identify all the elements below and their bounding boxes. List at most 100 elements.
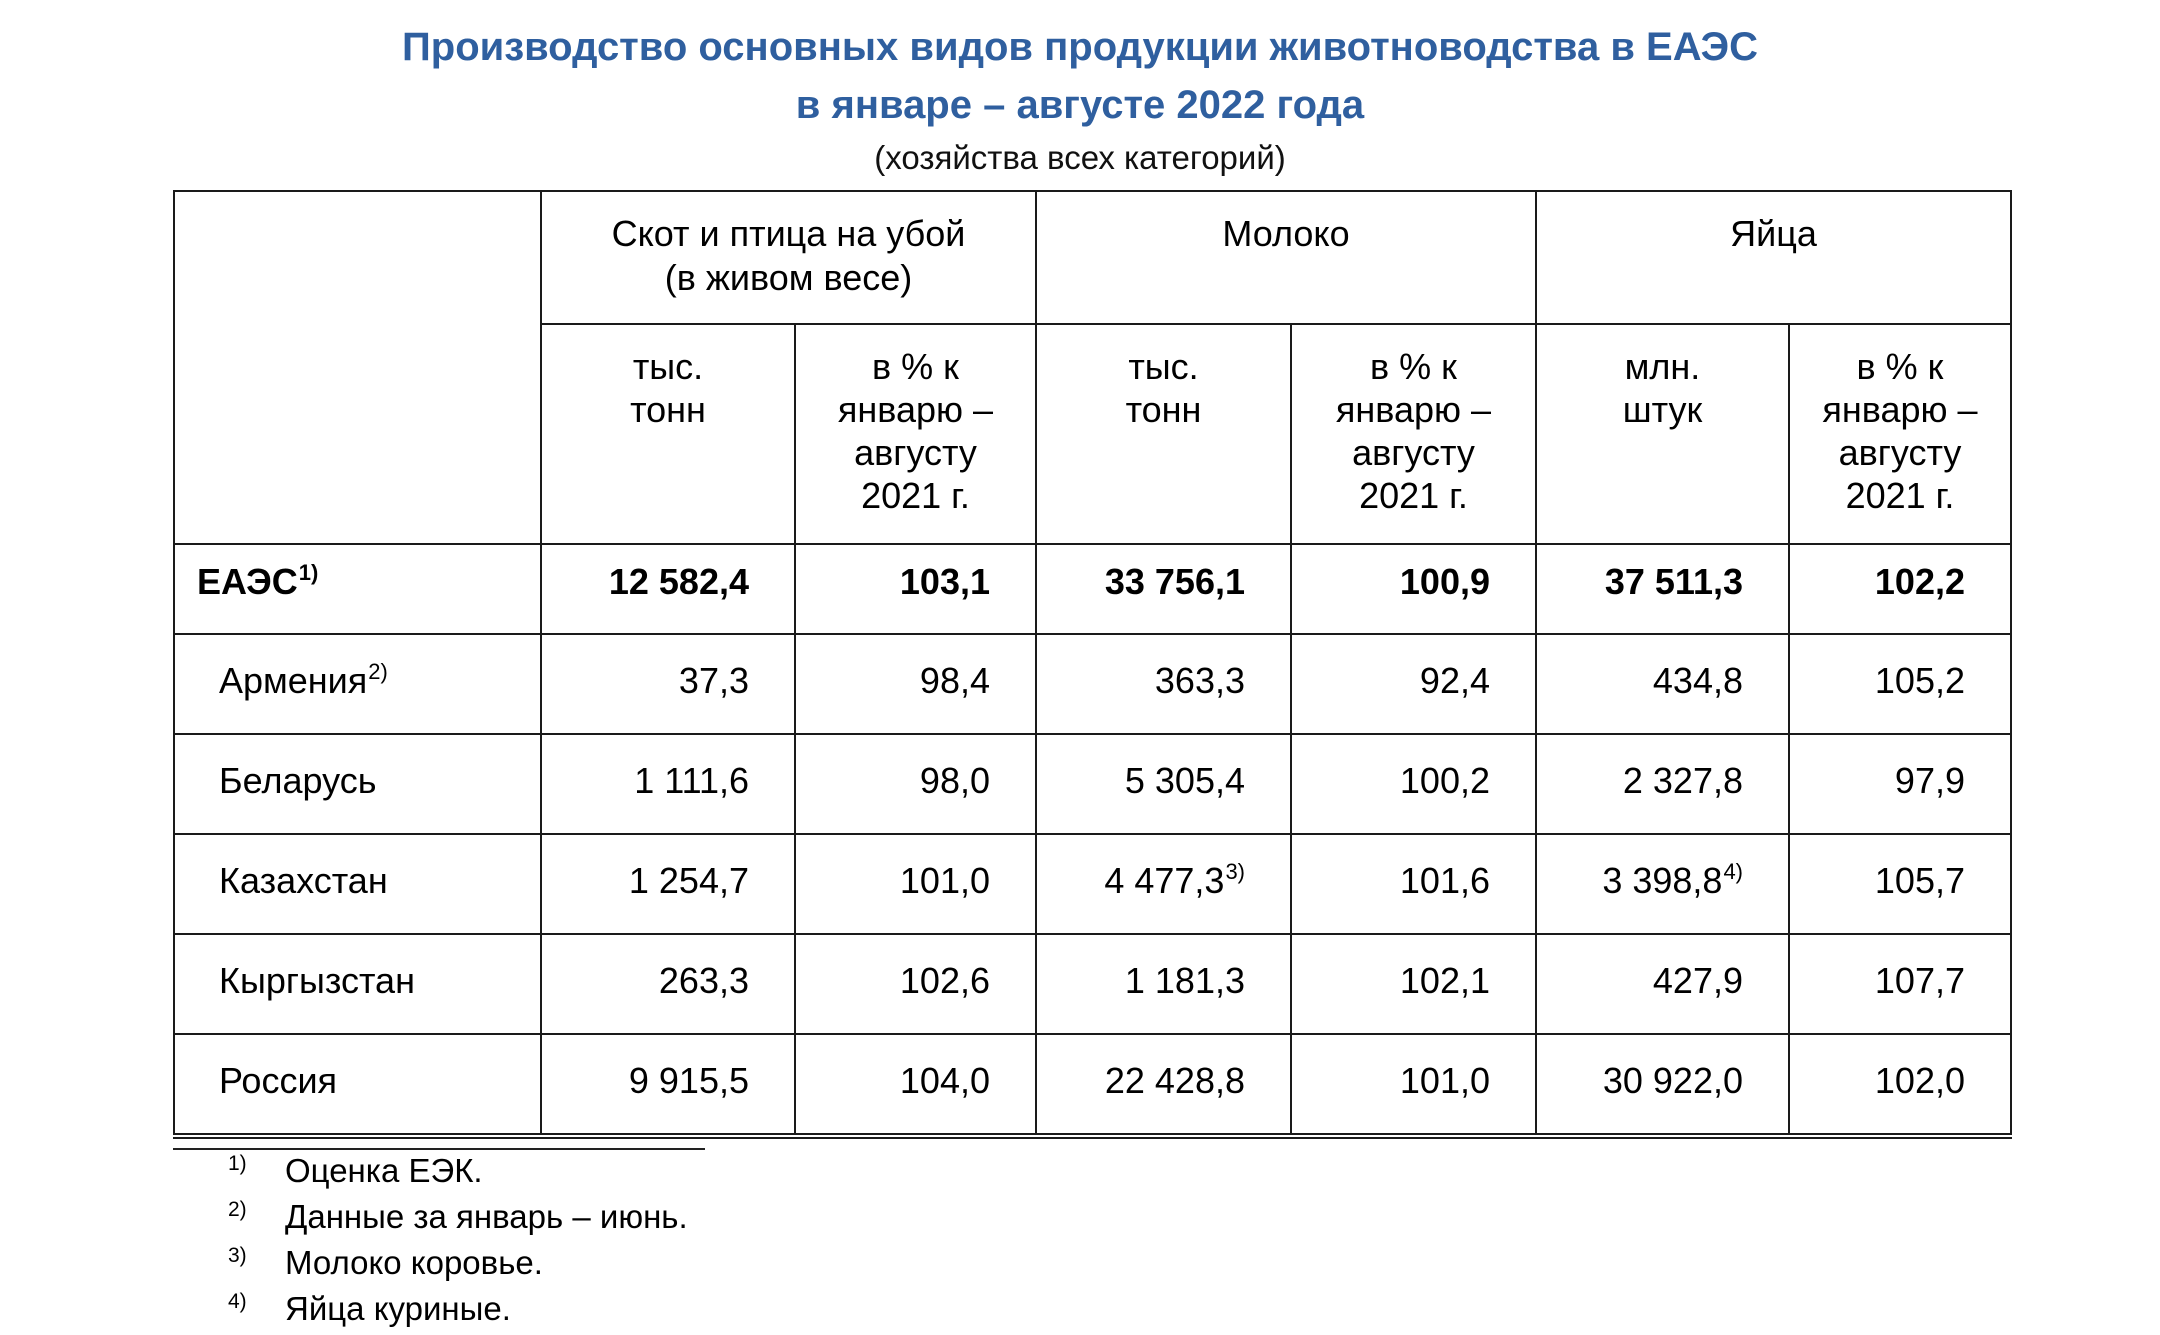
header-unit-eggs-pct: в % к январю – августу 2021 г. <box>1788 323 2012 545</box>
footnote-text: Данные за январь – июнь. <box>285 1198 688 1235</box>
footnote-mark: 1) <box>228 1152 247 1175</box>
footnote-ref: 2) <box>368 659 388 684</box>
cell-eggs: 427,9 <box>1535 933 1790 1035</box>
unit-line: в % к <box>1856 346 1944 387</box>
header-group-livestock: Скот и птица на убой (в живом весе) <box>540 190 1037 325</box>
footnote-mark: 4) <box>228 1290 247 1313</box>
cell-eggs: 30 922,0 <box>1535 1033 1790 1139</box>
header-group-sublabel: (в живом весе) <box>664 257 913 298</box>
page-subtitle: (хозяйства всех категорий) <box>874 139 1286 176</box>
cell-livestock-pct: 98,0 <box>794 733 1037 835</box>
table-row-total: ЕАЭС1) 12 582,4 103,1 33 756,1 100,9 37 … <box>173 543 2012 635</box>
footnote-text: Оценка ЕЭК. <box>285 1152 483 1189</box>
unit-line: 2021 г. <box>861 475 970 516</box>
cell-milk-pct: 92,4 <box>1290 633 1537 735</box>
cell-milk: 33 756,1 <box>1035 543 1292 635</box>
footnote-text: Яйца куриные. <box>285 1290 511 1327</box>
row-label: Армения2) <box>173 633 542 735</box>
unit-line: тыс. <box>632 346 704 387</box>
unit-line: тонн <box>630 389 706 430</box>
header-group-label: Яйца <box>1730 213 1817 254</box>
unit-line: январю – <box>1335 389 1492 430</box>
cell-livestock: 263,3 <box>540 933 796 1035</box>
row-label: Россия <box>173 1033 542 1139</box>
footnote-ref: 4) <box>1723 859 1743 884</box>
cell-eggs-pct: 105,2 <box>1788 633 2012 735</box>
header-corner-cell <box>173 190 542 545</box>
table-row: Кыргызстан 263,3 102,6 1 181,3 102,1 427… <box>173 933 2012 1035</box>
unit-line: 2021 г. <box>1845 475 1955 516</box>
header-group-label: Молоко <box>1222 213 1350 254</box>
cell-milk: 5 305,4 <box>1035 733 1292 835</box>
cell-livestock: 1 254,7 <box>540 833 796 935</box>
unit-line: тыс. <box>1128 346 1199 387</box>
footnote-ref: 1) <box>298 560 319 585</box>
cell-milk-pct: 102,1 <box>1290 933 1537 1035</box>
cell-livestock: 12 582,4 <box>540 543 796 635</box>
footnote-divider <box>173 1148 705 1150</box>
cell-milk-pct: 101,6 <box>1290 833 1537 935</box>
footnotes: 1) Оценка ЕЭК. 2) Данные за январь – июн… <box>228 1150 688 1334</box>
unit-line: августу <box>854 432 977 473</box>
livestock-production-table: Скот и птица на убой (в живом весе) Моло… <box>173 190 2012 1139</box>
cell-eggs-pct: 107,7 <box>1788 933 2012 1035</box>
header-unit-eggs-volume: млн. штук <box>1535 323 1790 545</box>
cell-livestock-pct: 103,1 <box>794 543 1037 635</box>
header-group-milk: Молоко <box>1035 190 1537 325</box>
cell-eggs: 2 327,8 <box>1535 733 1790 835</box>
cell-eggs-pct: 102,0 <box>1788 1033 2012 1139</box>
unit-line: январю – <box>837 389 994 430</box>
footnote-text: Молоко коровье. <box>285 1244 543 1281</box>
footnote-mark: 2) <box>228 1198 247 1221</box>
cell-milk: 4 477,33) <box>1035 833 1292 935</box>
footnote-item: 1) Оценка ЕЭК. <box>228 1150 688 1196</box>
unit-line: в % к <box>1370 346 1457 387</box>
footnote-mark: 3) <box>228 1244 247 1267</box>
header-unit-milk-pct: в % к январю – августу 2021 г. <box>1290 323 1537 545</box>
page-title: Производство основных видов продукции жи… <box>402 25 1758 69</box>
unit-line: 2021 г. <box>1359 475 1468 516</box>
footnote-item: 3) Молоко коровье. <box>228 1242 688 1288</box>
cell-eggs: 434,8 <box>1535 633 1790 735</box>
unit-line: штук <box>1622 389 1703 430</box>
header-unit-livestock-pct: в % к январю – августу 2021 г. <box>794 323 1037 545</box>
table-row: Армения2) 37,3 98,4 363,3 92,4 434,8 105… <box>173 633 2012 735</box>
unit-line: январю – <box>1822 389 1978 430</box>
table-row: Россия 9 915,5 104,0 22 428,8 101,0 30 9… <box>173 1033 2012 1139</box>
cell-livestock: 1 111,6 <box>540 733 796 835</box>
cell-eggs-pct: 97,9 <box>1788 733 2012 835</box>
cell-livestock: 37,3 <box>540 633 796 735</box>
unit-line: тонн <box>1125 389 1202 430</box>
cell-livestock-pct: 98,4 <box>794 633 1037 735</box>
header-group-label: Скот и птица на убой <box>611 213 966 254</box>
row-label: Кыргызстан <box>173 933 542 1035</box>
row-label: ЕАЭС1) <box>173 543 542 635</box>
page-title-period: в январе – августе 2022 года <box>795 83 1365 127</box>
cell-livestock-pct: 102,6 <box>794 933 1037 1035</box>
cell-milk-pct: 101,0 <box>1290 1033 1537 1139</box>
footnote-item: 4) Яйца куриные. <box>228 1288 688 1334</box>
cell-milk-pct: 100,2 <box>1290 733 1537 835</box>
cell-milk: 363,3 <box>1035 633 1292 735</box>
unit-line: млн. <box>1624 346 1701 387</box>
cell-livestock: 9 915,5 <box>540 1033 796 1139</box>
table-row: Казахстан 1 254,7 101,0 4 477,33) 101,6 … <box>173 833 2012 935</box>
footnote-item: 2) Данные за январь – июнь. <box>228 1196 688 1242</box>
cell-livestock-pct: 104,0 <box>794 1033 1037 1139</box>
cell-eggs: 37 511,3 <box>1535 543 1790 635</box>
row-label: Казахстан <box>173 833 542 935</box>
header-unit-milk-volume: тыс. тонн <box>1035 323 1292 545</box>
header-unit-livestock-volume: тыс. тонн <box>540 323 796 545</box>
footnote-ref: 3) <box>1225 859 1245 884</box>
unit-line: августу <box>1838 432 1962 473</box>
table-row: Беларусь 1 111,6 98,0 5 305,4 100,2 2 32… <box>173 733 2012 835</box>
cell-eggs: 3 398,84) <box>1535 833 1790 935</box>
row-label: Беларусь <box>173 733 542 835</box>
cell-milk: 22 428,8 <box>1035 1033 1292 1139</box>
cell-livestock-pct: 101,0 <box>794 833 1037 935</box>
cell-eggs-pct: 102,2 <box>1788 543 2012 635</box>
unit-line: августу <box>1352 432 1475 473</box>
cell-milk-pct: 100,9 <box>1290 543 1537 635</box>
cell-milk: 1 181,3 <box>1035 933 1292 1035</box>
cell-eggs-pct: 105,7 <box>1788 833 2012 935</box>
